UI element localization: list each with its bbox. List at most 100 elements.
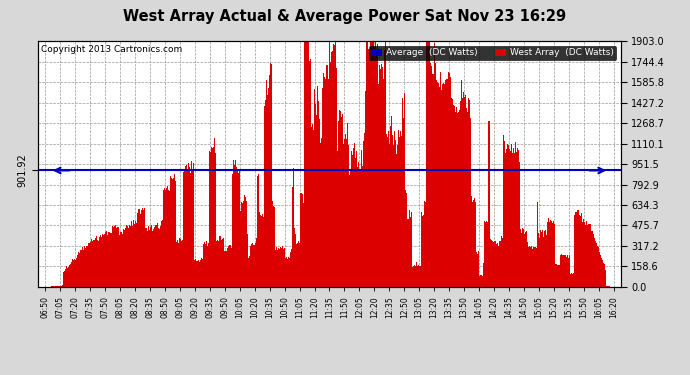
Bar xyxy=(458,112,460,287)
Bar xyxy=(209,151,210,287)
Bar xyxy=(460,101,462,287)
Bar xyxy=(244,195,245,287)
Bar xyxy=(324,77,325,287)
Bar xyxy=(489,121,490,287)
Bar xyxy=(297,243,298,287)
Bar xyxy=(572,274,573,287)
Bar xyxy=(545,230,546,287)
Bar xyxy=(574,215,575,287)
Bar xyxy=(440,72,442,287)
Bar xyxy=(176,242,177,287)
Bar xyxy=(70,262,72,287)
Bar xyxy=(131,220,132,287)
Bar xyxy=(477,254,478,287)
Bar xyxy=(609,286,610,287)
Bar xyxy=(116,228,117,287)
Bar xyxy=(181,239,182,287)
Bar xyxy=(296,244,297,287)
Bar xyxy=(542,230,543,287)
Bar xyxy=(66,266,67,287)
Bar xyxy=(590,224,591,287)
Bar xyxy=(516,152,518,287)
Bar xyxy=(599,252,600,287)
Bar xyxy=(245,197,246,287)
Bar xyxy=(354,143,355,287)
Bar xyxy=(401,135,402,287)
Bar xyxy=(323,73,324,287)
Bar xyxy=(419,266,420,287)
Bar xyxy=(397,130,399,287)
Bar xyxy=(151,225,152,287)
Bar xyxy=(157,223,158,287)
Text: Copyright 2013 Cartronics.com: Copyright 2013 Cartronics.com xyxy=(41,45,183,54)
Bar xyxy=(377,44,378,287)
Bar xyxy=(260,214,262,287)
Bar xyxy=(80,250,81,287)
Bar xyxy=(159,226,161,287)
Bar xyxy=(503,135,504,287)
Bar xyxy=(125,228,126,287)
Bar xyxy=(129,225,130,287)
Bar xyxy=(259,212,260,287)
Bar xyxy=(344,139,345,287)
Bar xyxy=(575,211,576,287)
Bar xyxy=(342,114,343,287)
Bar xyxy=(579,215,580,287)
Bar xyxy=(602,264,604,287)
Bar xyxy=(290,249,292,287)
Bar xyxy=(510,151,511,287)
Bar xyxy=(206,241,207,287)
Bar xyxy=(515,142,516,287)
Bar xyxy=(258,174,259,287)
Bar xyxy=(472,202,473,287)
Bar xyxy=(581,213,582,287)
Bar xyxy=(254,245,255,287)
Bar xyxy=(593,234,594,287)
Bar xyxy=(546,222,548,287)
Bar xyxy=(104,234,105,287)
Bar xyxy=(292,252,293,287)
Bar xyxy=(194,260,195,287)
Bar xyxy=(493,241,495,287)
Bar xyxy=(343,144,344,287)
Bar xyxy=(567,257,569,287)
Bar xyxy=(534,246,535,287)
Bar xyxy=(504,141,505,287)
Bar xyxy=(396,154,397,287)
Bar xyxy=(136,222,137,287)
Bar xyxy=(326,65,328,287)
Bar xyxy=(293,168,295,287)
Bar xyxy=(357,166,358,287)
Bar xyxy=(315,104,316,287)
Bar xyxy=(230,245,231,287)
Bar xyxy=(139,209,140,287)
Bar xyxy=(128,228,129,287)
Bar xyxy=(362,166,363,287)
Bar xyxy=(119,235,120,287)
Bar xyxy=(112,226,113,287)
Bar xyxy=(81,250,82,287)
Bar xyxy=(437,83,439,287)
Bar xyxy=(318,101,319,287)
Bar xyxy=(101,237,102,287)
Bar xyxy=(143,210,144,287)
Bar xyxy=(571,273,572,287)
Bar xyxy=(239,171,240,287)
Bar xyxy=(215,153,216,287)
Bar xyxy=(559,265,560,287)
Bar xyxy=(406,194,407,287)
Bar xyxy=(506,149,507,287)
Bar xyxy=(471,196,472,287)
Bar xyxy=(83,250,84,287)
Bar xyxy=(548,218,549,287)
Bar xyxy=(114,226,115,287)
Bar xyxy=(319,119,320,287)
Bar xyxy=(173,178,174,287)
Bar xyxy=(161,220,163,287)
Bar xyxy=(450,77,451,287)
Bar xyxy=(523,230,524,287)
Bar xyxy=(64,271,65,287)
Bar xyxy=(420,266,422,287)
Bar xyxy=(604,266,605,287)
Bar xyxy=(253,245,254,287)
